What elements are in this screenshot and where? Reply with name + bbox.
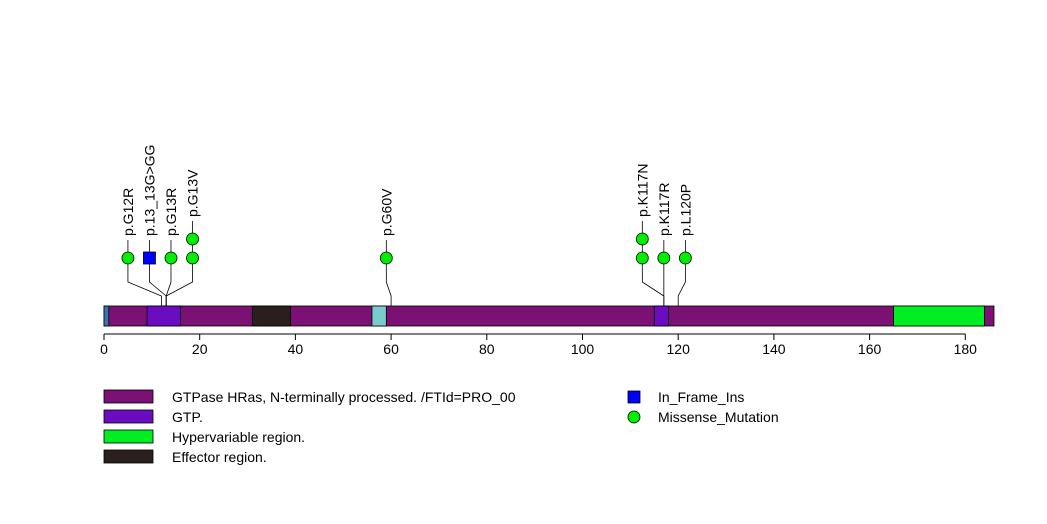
- legend-label-in-frame-ins: In_Frame_Ins: [658, 389, 744, 405]
- protein-track: [103, 305, 995, 327]
- mutation-label-p-l120p: p.L120P: [677, 184, 693, 236]
- tick-label-180: 180: [954, 341, 978, 357]
- legend-label-effector-region: Effector region.: [172, 449, 267, 465]
- domain-hypervariable-region: [893, 305, 985, 327]
- mutation-stem-p-l120p: [677, 240, 686, 306]
- mutation-marker-p-k117r-0: [657, 251, 671, 265]
- mutation-label-p-g13r: p.G13R: [163, 188, 179, 236]
- legend-label-gtpase-hras-n-terminally-processed-ftid-pro-00: GTPase HRas, N-terminally processed. /FT…: [172, 389, 516, 405]
- tick-label-60: 60: [383, 341, 399, 357]
- domain-effector-region: [251, 305, 292, 327]
- legend-marker-in-frame-ins: [627, 390, 641, 404]
- mutation-label-p-g60v: p.G60V: [378, 188, 394, 236]
- mutation-label-p-g13v: p.G13V: [185, 169, 201, 217]
- mutation-marker-p-13-13g-gg-0: [143, 251, 156, 265]
- mutation-marker-p-k117n-0: [635, 251, 649, 265]
- mutation-marker-p-g60v-0: [379, 251, 393, 265]
- legend-label-hypervariable-region: Hypervariable region.: [172, 429, 305, 445]
- mutation-stem-p-13-13g-gg: [149, 240, 167, 306]
- tick-label-140: 140: [762, 341, 786, 357]
- tick-label-20: 20: [192, 341, 208, 357]
- tick-label-120: 120: [667, 341, 691, 357]
- tick-label-160: 160: [858, 341, 882, 357]
- mutation-stem-p-g12r: [127, 240, 162, 306]
- mutation-marker-p-g13r-0: [164, 251, 178, 265]
- mutation-lollipops: p.G12R p.13_13G>GG p.G13R p.G13V p.G60V p.K11…: [120, 145, 693, 306]
- tick-label-40: 40: [288, 341, 304, 357]
- mutation-label-p-k117r: p.K117R: [656, 183, 672, 236]
- legend-label-missense-mutation: Missense_Mutation: [658, 409, 779, 425]
- mutation-marker-p-g13v-0: [186, 251, 199, 265]
- domain-gtp: [146, 305, 181, 327]
- x-axis: 0 20 40 60 80 100 120 140 160 180: [100, 333, 978, 357]
- mutation-marker-p-g12r-0: [121, 251, 135, 265]
- legend-marker-missense-mutation: [627, 410, 641, 424]
- tick-label-80: 80: [479, 341, 495, 357]
- domain-gtp-2: [653, 305, 670, 327]
- mutation-stem-p-g13v: [165, 221, 193, 306]
- legend-swatch-hypervariable-region: [103, 429, 154, 444]
- protein-backbone: [103, 305, 995, 327]
- mutation-marker-p-g13v-1: [186, 232, 199, 246]
- legend-swatch-gtpase-hras-n-terminally-processed-ftid-pro-00: [103, 389, 154, 404]
- tick-label-100: 100: [571, 341, 595, 357]
- legend-label-gtp: GTP.: [172, 409, 203, 425]
- mutation-marker-p-l120p-0: [678, 251, 692, 265]
- mutation-label-p-g12r: p.G12R: [120, 188, 136, 236]
- mutation-label-p-13-13g-gg: p.13_13G>GG: [141, 145, 157, 236]
- legend-swatch-effector-region: [103, 449, 154, 464]
- mutation-label-p-k117n: p.K117N: [634, 164, 650, 217]
- mutation-stem-p-g13r: [165, 240, 172, 306]
- domain-start-region: [103, 305, 110, 327]
- mutation-marker-p-k117n-1: [635, 232, 649, 246]
- legend: GTPase HRas, N-terminally processed. /FT…: [103, 389, 779, 465]
- legend-swatch-gtp: [103, 409, 154, 424]
- tick-label-0: 0: [100, 341, 108, 357]
- domain-switch-region: [371, 305, 387, 327]
- mutation-stem-p-g60v: [385, 240, 392, 306]
